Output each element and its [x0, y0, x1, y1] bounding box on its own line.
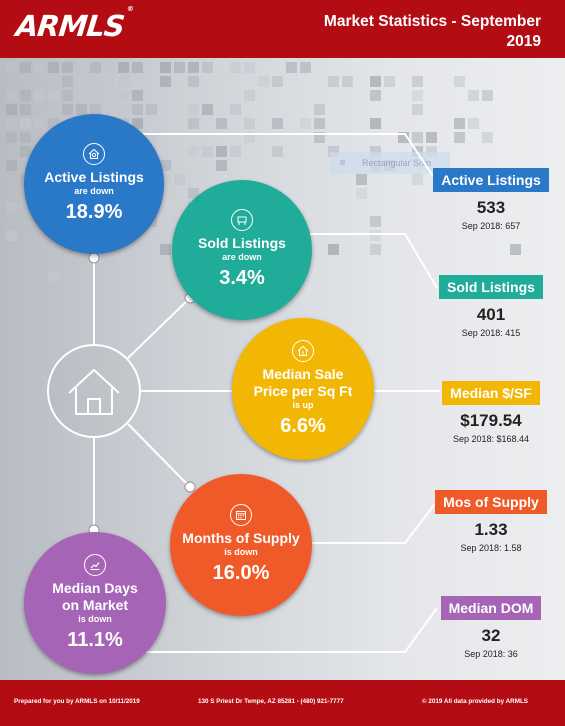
median-price-title-1: Median Sale	[262, 365, 344, 382]
house-search-icon	[83, 143, 105, 165]
active-title: Active Listings	[44, 169, 144, 185]
stat-dom-value: 32	[481, 626, 501, 645]
title-line-1: Market Statistics - September	[323, 13, 541, 30]
stat-median-sf-value: $179.54	[460, 411, 522, 430]
sold-sign-icon	[231, 209, 253, 231]
supply-percent: 16.0%	[212, 562, 270, 584]
stat-dom-label: Median DOM	[440, 596, 542, 620]
connector-dot	[88, 252, 100, 264]
median-dom-circle: Median Days on Market is down 11.1%	[24, 532, 166, 674]
months-supply-circle: Months of Supply is down 16.0%	[170, 474, 312, 616]
stat-median-sf-label: Median $/SF	[442, 381, 540, 405]
stat-sold-previous: Sep 2018: 415	[461, 328, 521, 338]
active-percent: 18.9%	[65, 201, 123, 223]
header-bar: ARMLS® Market Statistics - September 201…	[0, 0, 565, 58]
stat-sold: Sold Listings 401 Sep 2018: 415	[432, 275, 550, 338]
footer-address: 130 S Priest Dr Tempe, AZ 85281 - (480) …	[198, 698, 344, 705]
sold-direction: are down	[222, 252, 262, 262]
footer-prepared: Prepared for you by ARMLS on 10/11/2019	[14, 698, 140, 705]
chart-icon	[84, 553, 106, 576]
dom-direction: is down	[78, 613, 112, 624]
page-title: Market Statistics - September 2019	[281, 12, 541, 52]
stat-dom-previous: Sep 2018: 36	[464, 649, 518, 659]
median-price-direction: is up	[292, 399, 314, 410]
dom-title-1: Median Days	[52, 579, 138, 596]
stat-supply-value: 1.33	[474, 520, 508, 539]
dom-title-2: on Market	[61, 596, 129, 613]
median-price-title-2: Price per Sq Ft	[253, 382, 353, 399]
home-icon-ring	[47, 344, 141, 438]
stat-sold-label: Sold Listings	[439, 275, 543, 299]
title-line-2: 2019	[506, 33, 541, 50]
active-listings-circle: Active Listings are down 18.9%	[24, 114, 164, 254]
svg-text:$: $	[301, 350, 304, 356]
sold-percent: 3.4%	[219, 267, 265, 289]
supply-direction: is down	[224, 547, 258, 557]
median-price-percent: 6.6%	[280, 414, 326, 437]
stat-supply-previous: Sep 2018: 1.58	[460, 543, 522, 553]
stat-active: Active Listings 533 Sep 2018: 657	[432, 168, 550, 231]
stat-supply: Mos of Supply 1.33 Sep 2018: 1.58	[432, 490, 550, 553]
supply-title: Months of Supply	[182, 530, 300, 546]
dom-percent: 11.1%	[67, 628, 123, 651]
stat-sold-value: 401	[476, 305, 506, 324]
stat-active-value: 533	[476, 198, 506, 217]
stat-supply-label: Mos of Supply	[435, 490, 547, 514]
median-price-circle: $ Median Sale Price per Sq Ft is up 6.6%	[232, 318, 374, 460]
connector-dot	[184, 481, 196, 493]
sold-title: Sold Listings	[198, 235, 286, 251]
stat-active-previous: Sep 2018: 657	[461, 221, 521, 231]
sold-listings-circle: Sold Listings are down 3.4%	[172, 180, 312, 320]
footer-copyright: © 2019 All data provided by ARMLS	[422, 698, 528, 705]
stat-active-label: Active Listings	[433, 168, 549, 192]
house-icon	[68, 369, 120, 415]
stat-median-sf: Median $/SF $179.54 Sep 2018: $168.44	[432, 381, 550, 444]
calendar-icon	[230, 504, 252, 526]
stat-median-sf-previous: Sep 2018: $168.44	[452, 434, 530, 444]
active-direction: are down	[74, 186, 114, 196]
footer-bar: Prepared for you by ARMLS on 10/11/2019 …	[0, 680, 565, 726]
stat-dom: Median DOM 32 Sep 2018: 36	[432, 596, 550, 659]
house-dollar-icon: $	[292, 339, 314, 362]
